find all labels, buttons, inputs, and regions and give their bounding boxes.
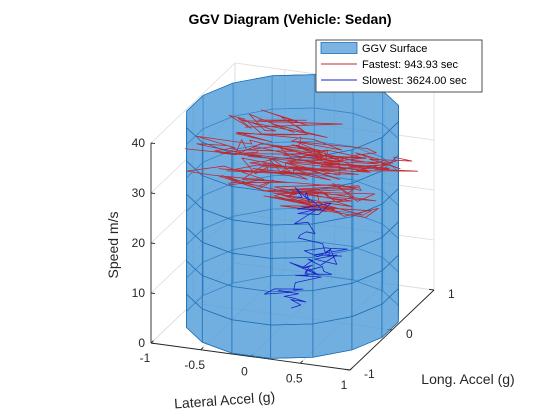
surface-facet [231,252,272,293]
surface-facet [231,219,272,259]
z-tick-mark [150,142,156,144]
surface-facet [231,319,272,359]
chart-title: GGV Diagram (Vehicle: Sedan) [188,11,391,27]
x-tick-label: 0 [241,365,248,379]
y-tick-mark [344,368,351,371]
y-tick-mark [428,288,435,291]
legend-slowest-label: Slowest: 3624.00 sec [362,75,467,87]
series-fastest-line [184,109,418,218]
legend: GGV Surface Fastest: 943.93 sec Slowest:… [315,39,483,93]
x-tick-label: -1 [140,351,151,365]
x-tick-label: 0.5 [286,371,303,385]
z-tick-mark [150,292,156,294]
y-tick-label: 1 [448,287,455,301]
z-tick-mark [150,242,156,244]
surface-facet [270,323,314,359]
x-tick-label: 1 [341,378,348,392]
z-tick-label: 10 [132,286,146,300]
surface-facet [270,223,314,259]
z-tick-label: 40 [132,136,146,150]
surface-facet [231,286,272,326]
surface-facet [270,256,314,293]
x-tick-mark [150,340,154,344]
x-tick-mark [299,360,304,364]
z-tick-mark [150,192,156,194]
x-tick-mark [200,347,204,351]
z-axis-label: Speed m/s [105,212,121,279]
y-tick-label: 0 [406,327,413,341]
legend-surface-swatch [320,42,358,54]
z-tick-label: 30 [132,186,146,200]
y-tick-label: -1 [364,367,375,381]
z-tick-label: 20 [132,236,146,250]
x-tick-label: -0.5 [184,358,205,372]
y-axis-label: Long. Accel (g) [421,371,514,387]
surface-facet [231,186,272,226]
x-axis-label: Lateral Accel (g) [174,389,276,412]
series-slowest-line [263,187,349,309]
trajectories [184,109,418,309]
z-tick-mark [150,342,156,344]
legend-fastest-label: Fastest: 943.93 sec [362,59,458,71]
surface-facet [270,190,314,226]
x-tick-mark [349,367,353,371]
z-tick-label: 0 [138,336,145,350]
legend-surface-label: GGV Surface [362,43,427,55]
